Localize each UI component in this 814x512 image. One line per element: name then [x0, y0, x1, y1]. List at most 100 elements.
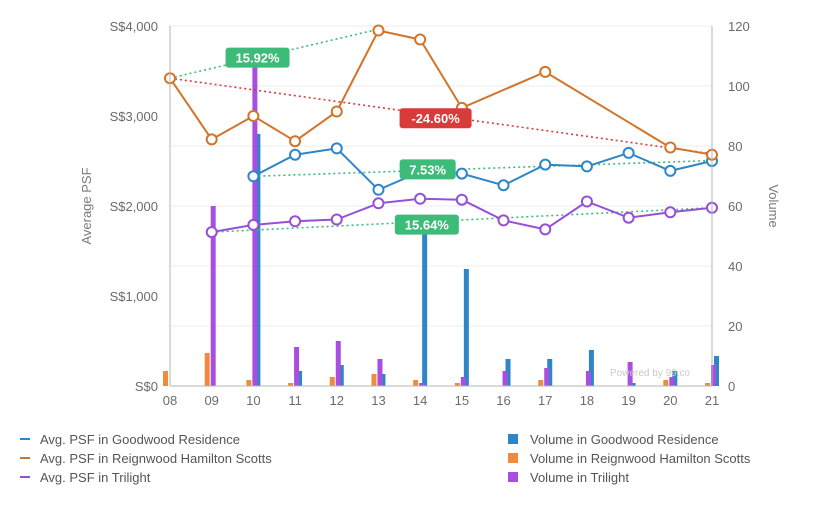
psf-point[interactable] — [205, 133, 218, 146]
volume-bar[interactable] — [663, 380, 669, 386]
psf-point[interactable] — [455, 193, 468, 206]
volume-bar[interactable] — [502, 371, 508, 386]
legend-item-label[interactable]: Avg. PSF in Reignwood Hamilton Scotts — [40, 451, 272, 466]
volume-bar[interactable] — [705, 383, 710, 386]
x-tick-label: 09 — [204, 393, 218, 408]
x-tick-label: 18 — [580, 393, 594, 408]
psf-point[interactable] — [414, 192, 427, 205]
y-left-tick-label: S$0 — [135, 379, 158, 394]
legend-item-label[interactable]: Volume in Reignwood Hamilton Scotts — [530, 451, 751, 466]
legend-bar-swatch — [508, 472, 518, 482]
tick-labels: S$0 S$1,000 S$2,000 S$3,000 S$4,000 0 20 40 60 80… — [110, 19, 750, 408]
legend-item-label[interactable]: Volume in Goodwood Residence — [530, 432, 719, 447]
x-tick-label: 20 — [663, 393, 677, 408]
psf-point[interactable] — [372, 24, 385, 37]
x-tick-label: 17 — [538, 393, 552, 408]
volume-bar[interactable] — [669, 377, 675, 386]
psf-point[interactable] — [414, 33, 427, 46]
trend-badge — [394, 214, 459, 235]
y-right-tick-label: 60 — [728, 199, 742, 214]
trend-lines — [169, 28, 713, 233]
volume-bar[interactable] — [288, 383, 294, 386]
volume-bar[interactable] — [714, 356, 719, 386]
volume-bar[interactable] — [463, 269, 469, 386]
trend-line — [169, 28, 379, 79]
volume-bar[interactable] — [630, 383, 636, 386]
trend-line — [211, 207, 713, 233]
psf-point[interactable] — [247, 110, 260, 122]
psf-point[interactable] — [330, 213, 343, 226]
psf-point[interactable] — [247, 170, 260, 183]
psf-point[interactable] — [289, 215, 302, 228]
volume-bar[interactable] — [246, 380, 252, 386]
volume-bar[interactable] — [329, 377, 335, 386]
psf-point[interactable] — [372, 197, 385, 210]
trend-badge-label: 15.92% — [236, 51, 281, 66]
y-left-tick-label: S$4,000 — [110, 19, 158, 34]
volume-bar[interactable] — [413, 380, 419, 386]
psf-point[interactable] — [247, 218, 260, 231]
volume-bar[interactable] — [380, 374, 386, 386]
psf-point[interactable] — [539, 158, 552, 171]
volume-bar[interactable] — [460, 377, 466, 386]
y-right-tick-label: 20 — [728, 319, 742, 334]
volume-bar[interactable] — [255, 134, 261, 386]
psf-point[interactable] — [330, 142, 343, 155]
psf-point[interactable] — [205, 226, 218, 239]
psf-point[interactable] — [455, 167, 468, 180]
volume-bar[interactable] — [335, 341, 341, 386]
legend-item-label[interactable]: Avg. PSF in Goodwood Residence — [40, 432, 240, 447]
legend-item-label[interactable]: Avg. PSF in Trilight — [40, 470, 151, 485]
psf-point[interactable] — [539, 65, 552, 78]
volume-bar[interactable] — [377, 359, 383, 386]
psf-point[interactable] — [580, 160, 593, 173]
trend-badge — [225, 47, 290, 68]
volume-bar[interactable] — [454, 383, 460, 386]
psf-point[interactable] — [289, 135, 302, 148]
y-right-tick-label: 0 — [728, 379, 735, 394]
psf-point[interactable] — [664, 164, 677, 177]
volume-bar[interactable] — [672, 371, 678, 386]
y-right-tick-label: 100 — [728, 79, 750, 94]
volume-bar[interactable] — [210, 206, 216, 386]
volume-bar[interactable] — [538, 380, 544, 386]
volume-bar[interactable] — [585, 371, 591, 386]
legend-bar-swatch — [508, 434, 518, 444]
volume-bar[interactable] — [711, 365, 716, 386]
volume-bar[interactable] — [422, 224, 428, 386]
psf-point[interactable] — [622, 211, 635, 224]
trend-line — [169, 77, 713, 155]
y-left-tick-label: S$1,000 — [110, 289, 158, 304]
volume-bar[interactable] — [588, 350, 594, 386]
trend-badges: 15.92% -24.60% 7.53% 15.64% — [225, 47, 472, 235]
volume-bar[interactable] — [204, 353, 210, 386]
psf-point[interactable] — [497, 179, 510, 192]
psf-point[interactable] — [622, 146, 635, 159]
axes: Average PSF Volume — [79, 26, 781, 387]
volume-bar[interactable] — [163, 371, 168, 386]
y-right-axis-title: Volume — [766, 184, 781, 227]
psf-point[interactable] — [580, 195, 593, 208]
psf-point[interactable] — [372, 183, 385, 196]
volume-bar[interactable] — [338, 365, 344, 386]
trend-line — [253, 159, 713, 178]
x-tick-label: 08 — [163, 393, 177, 408]
psf-point[interactable] — [664, 206, 677, 219]
volume-bar[interactable] — [627, 362, 633, 386]
psf-point[interactable] — [289, 148, 302, 161]
psf-point[interactable] — [497, 214, 510, 227]
volume-bar[interactable] — [544, 368, 550, 386]
psf-point[interactable] — [330, 105, 343, 118]
psf-line — [252, 147, 713, 191]
y-left-axis-title: Average PSF — [79, 167, 94, 244]
psf-point[interactable] — [539, 223, 552, 236]
psf-point[interactable] — [664, 141, 677, 154]
volume-bar[interactable] — [297, 371, 303, 386]
legend-item-label[interactable]: Volume in Trilight — [530, 470, 629, 485]
volume-bar[interactable] — [547, 359, 553, 386]
volume-bar[interactable] — [371, 374, 377, 386]
volume-bar[interactable] — [419, 383, 425, 386]
volume-bar[interactable] — [294, 347, 300, 386]
volume-bar[interactable] — [505, 359, 511, 386]
